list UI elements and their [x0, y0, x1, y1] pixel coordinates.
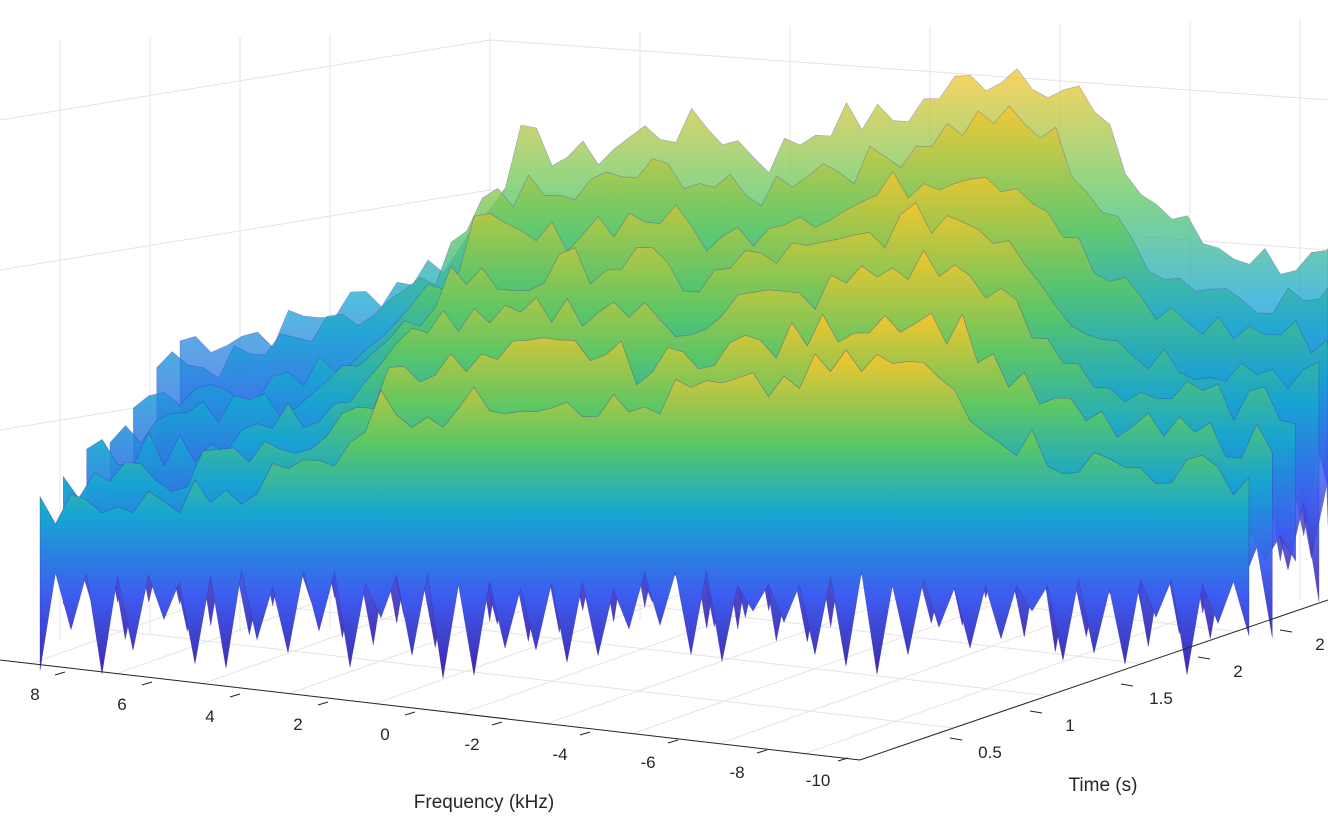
y-tick-mark — [1279, 629, 1293, 633]
surface-mesh — [39, 68, 1328, 679]
y-ticks: 0.5 1 1.5 2 2 — [949, 629, 1325, 762]
x-tick-label: -4 — [552, 745, 567, 764]
y-tick-mark — [1120, 683, 1134, 687]
y-tick-mark — [1029, 710, 1043, 714]
x-tick-label: 0 — [380, 725, 389, 744]
x-tick-mark — [229, 693, 241, 698]
grid-line — [0, 189, 491, 271]
y-tick-label: 2 — [1233, 662, 1242, 681]
x-ticks: 8 6 4 2 0 -2 -4 -6 -8 -10 — [30, 671, 849, 790]
x-tick-label: 6 — [117, 695, 126, 714]
x-tick-label: -10 — [806, 771, 831, 790]
y-tick-label: 1.5 — [1149, 689, 1173, 708]
x-tick-mark — [756, 749, 768, 754]
x-tick-mark — [837, 757, 849, 762]
x-tick-label: -8 — [729, 763, 744, 782]
grid-line — [631, 583, 1053, 735]
y-tick-label: 2 — [1315, 635, 1324, 654]
x-tick-label: -6 — [640, 753, 655, 772]
y-axis-label: Time (s) — [1069, 775, 1138, 796]
grid-line — [803, 603, 1225, 755]
x-tick-mark — [141, 681, 153, 686]
x-tick-mark — [317, 701, 329, 706]
y-tick-label: 0.5 — [978, 743, 1002, 762]
grid-line — [189, 595, 1051, 697]
x-tick-label: -2 — [464, 735, 479, 754]
x-tick-mark — [667, 739, 679, 744]
y-tick-mark — [949, 737, 963, 741]
x-tick-mark — [404, 711, 416, 716]
x-axis-label: Frequency (kHz) — [414, 792, 554, 813]
grid-line — [489, 39, 1328, 101]
x-tick-mark — [579, 731, 591, 736]
x-tick-label: 4 — [205, 707, 214, 726]
grid-line — [94, 627, 956, 729]
x-axis-line — [0, 659, 861, 761]
x-tick-mark — [54, 671, 66, 676]
x-tick-mark — [491, 721, 503, 726]
grid-line — [0, 39, 491, 121]
surface-band — [39, 349, 1250, 679]
x-tick-label: 8 — [30, 685, 39, 704]
axes — [0, 599, 1328, 761]
y-tick-label: 1 — [1065, 716, 1074, 735]
y-axis-line — [859, 599, 1328, 761]
y-tick-mark — [1197, 656, 1211, 660]
x-tick-label: 2 — [293, 715, 302, 734]
